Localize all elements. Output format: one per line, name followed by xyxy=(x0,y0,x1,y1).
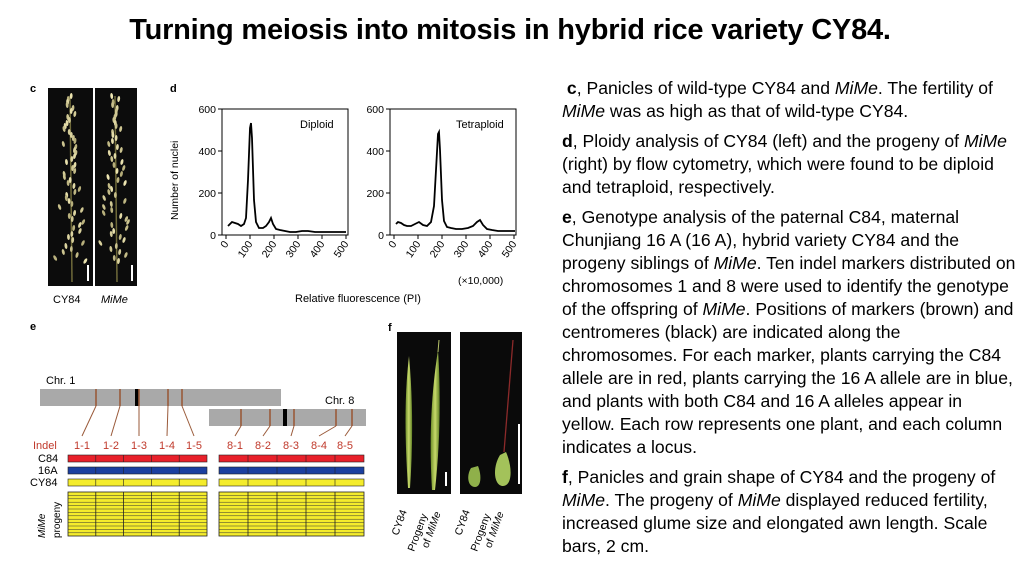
marker-lines xyxy=(81,389,353,437)
panel-d-xlabel: Relative fluorescence (PI) xyxy=(295,293,421,305)
indel-label: Indel xyxy=(33,440,57,452)
marker-label: 1-1 xyxy=(74,440,90,452)
panel-d-xunit: (×10,000) xyxy=(458,275,503,287)
svg-text:of: of xyxy=(420,537,434,549)
genotype-bars xyxy=(67,454,365,537)
chromosome-8 xyxy=(209,409,366,426)
genotype-bar xyxy=(67,454,208,463)
chr1-label: Chr. 1 xyxy=(46,375,75,387)
caption-d: d, Ploidy analysis of CY84 (left) and th… xyxy=(562,131,1007,197)
x-tick-label: 400 xyxy=(308,239,328,260)
y-tick-label: 200 xyxy=(366,188,384,200)
progeny-label-progeny: progeny xyxy=(52,502,63,538)
y-tick-label: 0 xyxy=(210,230,216,242)
slide-title: Turning meiosis into mitosis in hybrid r… xyxy=(129,14,891,46)
panel-c-photos xyxy=(48,88,137,286)
y-tick-label: 600 xyxy=(366,104,384,116)
caption-e: e, Genotype analysis of the paternal C84… xyxy=(562,207,1016,457)
panel-c-label-cy84: CY84 xyxy=(53,294,81,306)
progeny-genotype-grid xyxy=(218,491,365,537)
x-tick-label: 500 xyxy=(500,239,520,260)
svg-text:CY84: CY84 xyxy=(390,508,410,537)
genotype-bar xyxy=(67,466,208,475)
x-tick-label: 200 xyxy=(428,239,448,260)
y-tick-label: 600 xyxy=(198,104,216,116)
progeny-label-mime: MiMe xyxy=(37,513,48,538)
svg-text:CY84: CY84 xyxy=(453,508,473,537)
progeny-genotype-grid xyxy=(67,491,208,537)
figure-caption: c, Panicles of wild-type CY84 and MiMe. … xyxy=(562,77,1017,565)
svg-text:MiMe: MiMe xyxy=(487,510,507,538)
marker-label: 8-5 xyxy=(337,440,353,452)
x-tick-label: 100 xyxy=(404,239,424,260)
panel-f-photos xyxy=(397,332,522,494)
y-tick-label: 400 xyxy=(198,146,216,158)
histogram-tetraploid: Tetraploid xyxy=(389,108,517,236)
caption-c: c, Panicles of wild-type CY84 and MiMe. … xyxy=(562,78,993,121)
x-tick-label: 300 xyxy=(284,239,304,260)
panel-c-label-mime: MiMe xyxy=(101,294,128,306)
tetraploid-label: Tetraploid xyxy=(456,119,504,131)
svg-text:of: of xyxy=(483,537,497,549)
svg-text:MiMe: MiMe xyxy=(424,510,444,538)
chr8-label: Chr. 8 xyxy=(325,395,354,407)
panel-f-label-4: Progeny of MiMe xyxy=(469,510,507,553)
marker-label: 8-1 xyxy=(227,440,243,452)
panicle-photo-mime xyxy=(98,93,130,283)
x-tick-label: 300 xyxy=(452,239,472,260)
marker-label: 1-4 xyxy=(159,440,175,452)
chromosome-1 xyxy=(40,389,281,406)
x-tick-label: 0 xyxy=(386,239,399,251)
row-label-16a: 16A xyxy=(38,465,58,477)
y-tick-label: 400 xyxy=(366,146,384,158)
caption-f: f, Panicles and grain shape of CY84 and … xyxy=(562,467,996,556)
x-tick-label: 0 xyxy=(218,239,231,251)
marker-label: 8-4 xyxy=(311,440,327,452)
histogram-diploid: Diploid xyxy=(221,108,349,236)
panel-f-letter: f xyxy=(388,322,392,334)
genotype-bar xyxy=(218,466,365,475)
genotype-bar xyxy=(67,478,208,487)
y-tick-label: 0 xyxy=(378,230,384,242)
panel-e-letter: e xyxy=(30,321,36,333)
marker-label: 1-2 xyxy=(103,440,119,452)
genotype-bar xyxy=(218,454,365,463)
x-tick-label: 200 xyxy=(260,239,280,260)
panel-d-letter: d xyxy=(170,83,177,95)
marker-label: 8-2 xyxy=(255,440,271,452)
panel-c-letter: c xyxy=(30,83,36,95)
marker-label: 1-3 xyxy=(131,440,147,452)
marker-label: 1-5 xyxy=(186,440,202,452)
panel-f-label-1: CY84 xyxy=(390,508,410,537)
panel-f-label-3: CY84 xyxy=(453,508,473,537)
marker-label: 8-3 xyxy=(283,440,299,452)
y-tick-label: 200 xyxy=(198,188,216,200)
diploid-label: Diploid xyxy=(300,119,334,131)
panel-d-ylabel: Number of nuclei xyxy=(169,141,181,220)
x-tick-label: 400 xyxy=(476,239,496,260)
panicle-photo-cy84 xyxy=(53,93,88,283)
figure-panels: c CY84 MiMe d Number of nuclei Diploid T… xyxy=(30,83,522,553)
x-tick-label: 100 xyxy=(236,239,256,260)
row-label-cy84: CY84 xyxy=(30,477,58,489)
x-tick-label: 500 xyxy=(332,239,352,260)
genotype-bar xyxy=(218,478,365,487)
row-label-c84: C84 xyxy=(38,453,58,465)
panel-f-label-2: Progeny of MiMe xyxy=(406,510,444,553)
marker-labels: 1-1 1-2 1-3 1-4 1-5 8-1 8-2 8-3 8-4 8-5 xyxy=(74,440,353,452)
